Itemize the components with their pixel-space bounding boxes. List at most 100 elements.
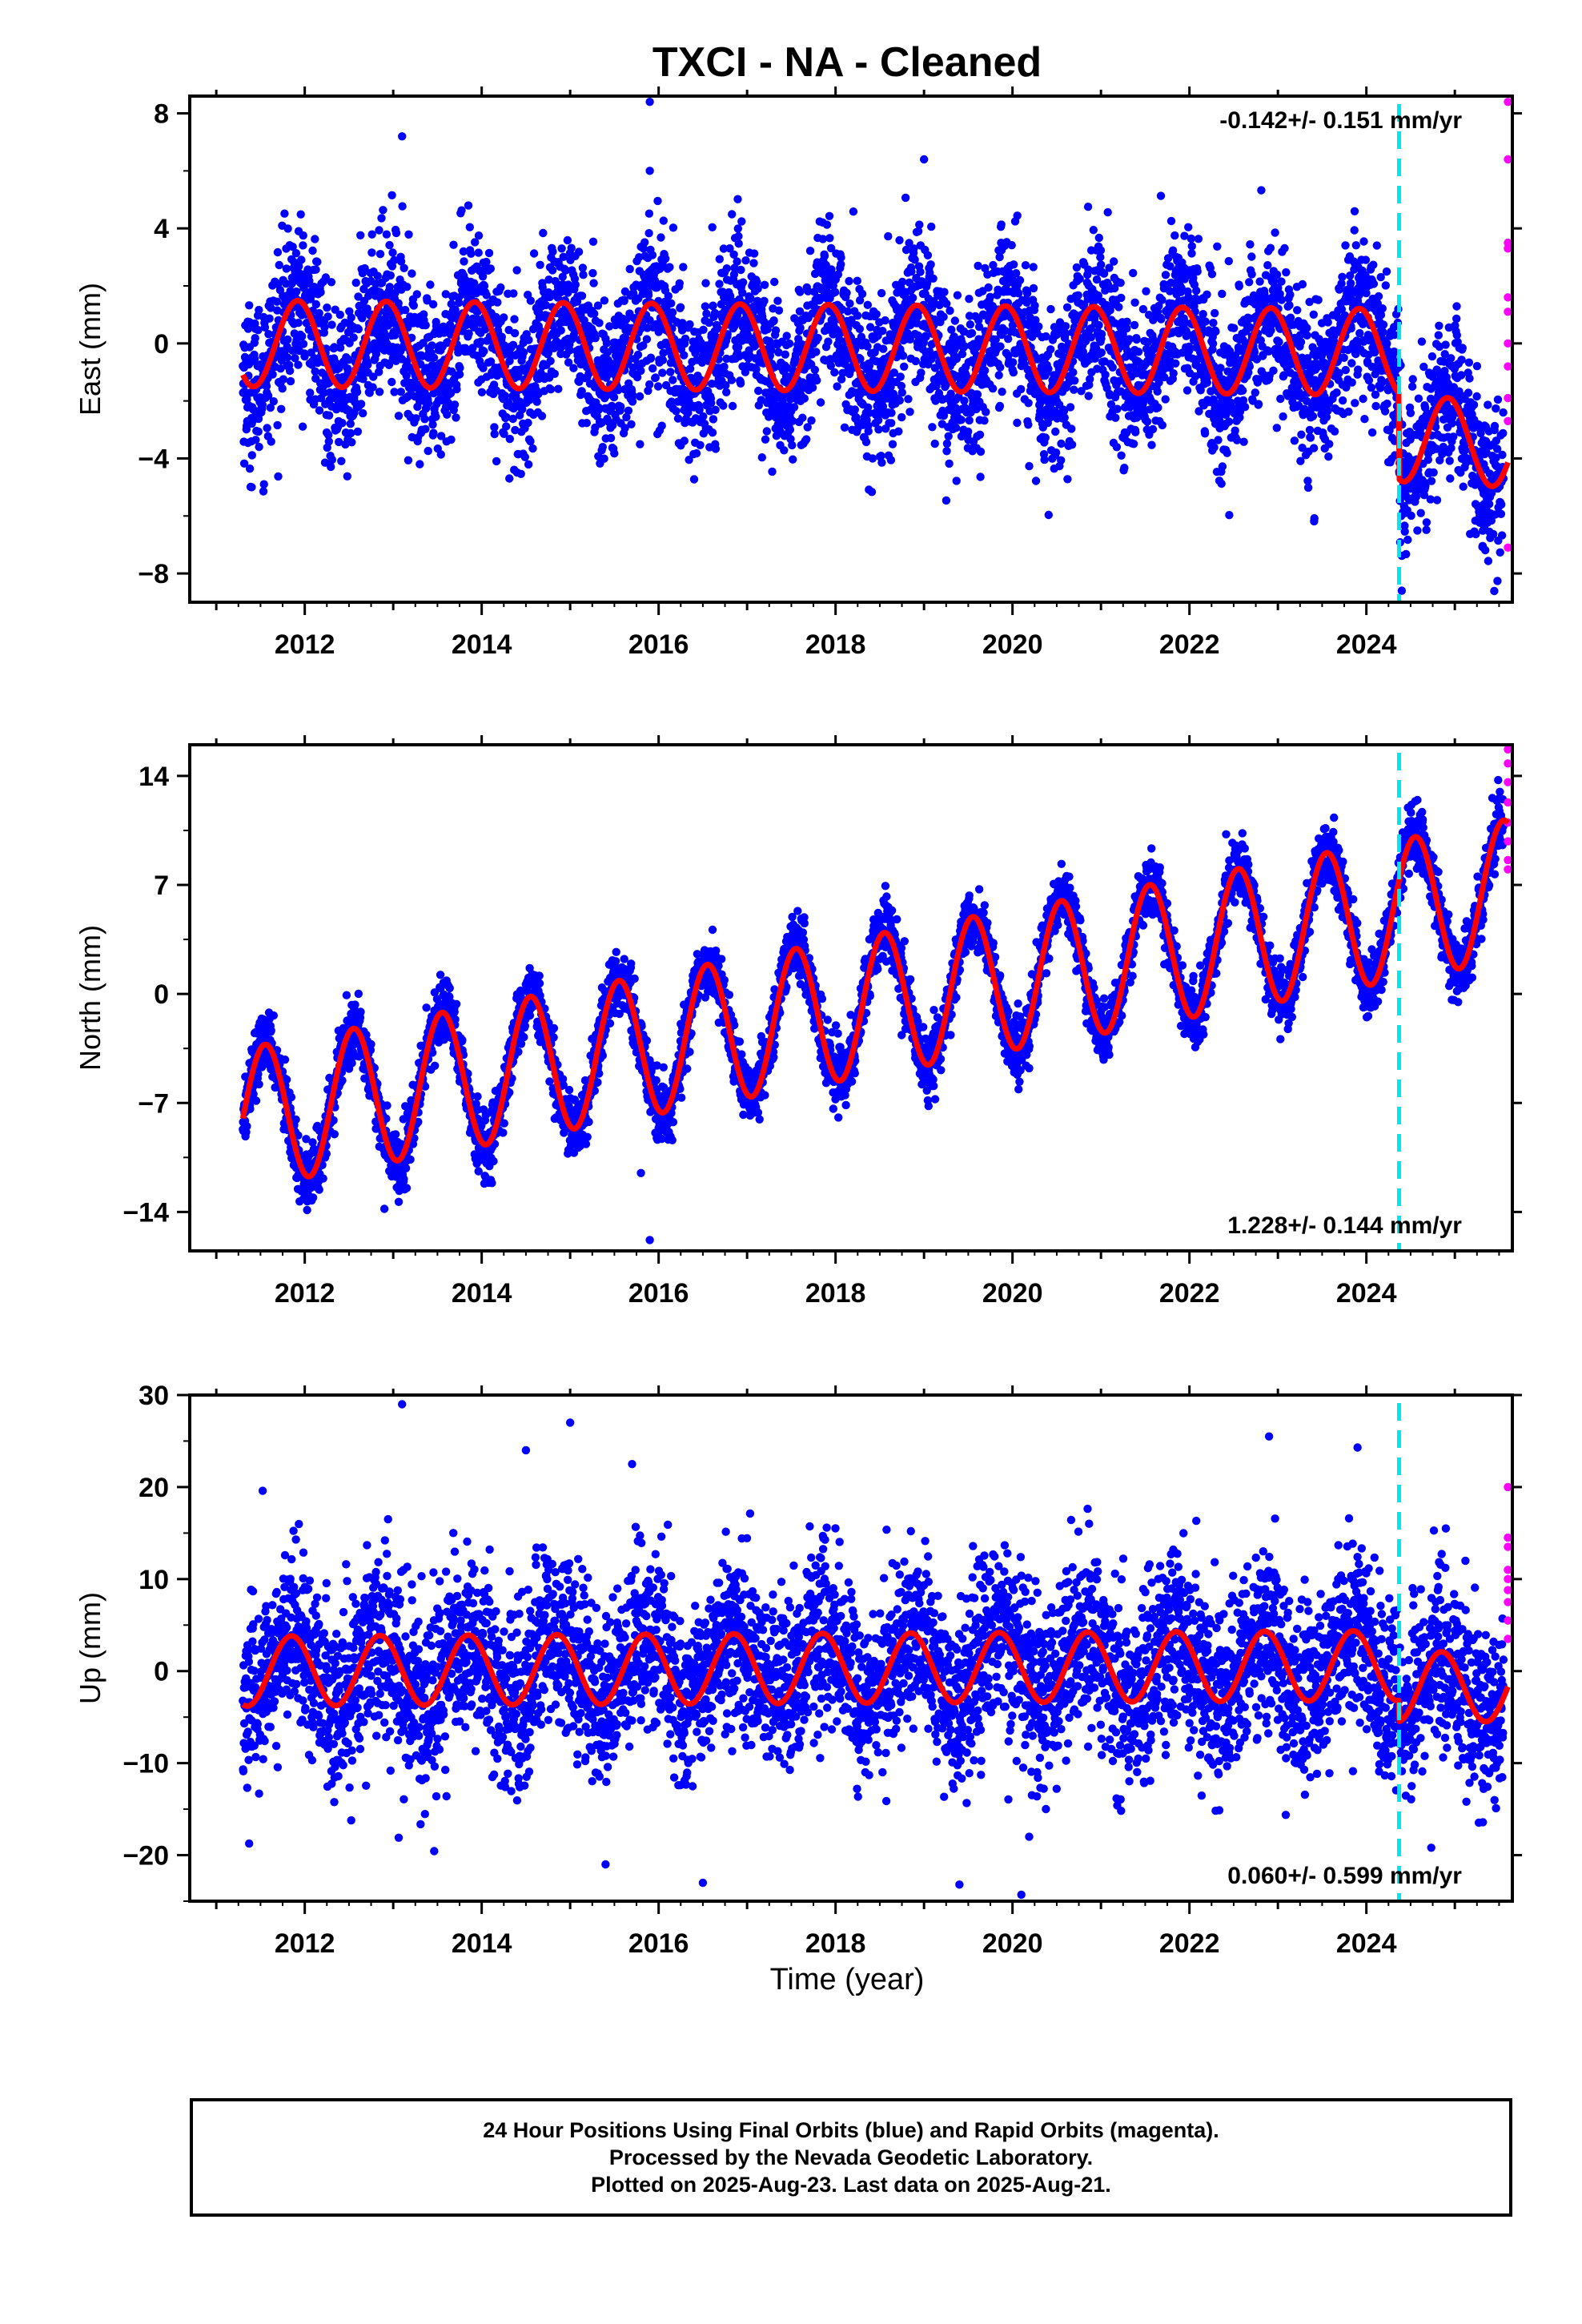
final-point	[1275, 337, 1283, 347]
final-point	[863, 300, 873, 309]
final-point	[544, 275, 553, 284]
final-point	[701, 279, 710, 287]
final-point	[239, 459, 249, 468]
final-point	[881, 316, 889, 325]
final-point	[964, 427, 973, 436]
final-point	[719, 401, 728, 410]
final-point	[245, 464, 255, 473]
final-point	[669, 223, 678, 232]
final-point	[263, 424, 271, 432]
final-point	[546, 356, 555, 365]
final-point	[879, 344, 888, 353]
final-point	[923, 251, 933, 259]
final-point	[1400, 527, 1409, 536]
final-point	[1059, 407, 1069, 416]
final-point	[524, 418, 532, 428]
final-point	[1218, 289, 1227, 299]
final-point	[1009, 358, 1018, 367]
final-point	[1089, 226, 1098, 235]
final-point	[1099, 269, 1109, 278]
final-point	[995, 401, 1005, 411]
final-point	[975, 430, 985, 439]
final-point	[1379, 320, 1388, 329]
final-point	[1161, 271, 1170, 279]
final-point	[741, 256, 750, 265]
final-point	[833, 270, 843, 279]
final-point	[855, 296, 865, 305]
final-point	[327, 462, 335, 472]
final-point	[559, 252, 568, 261]
final-point	[390, 388, 399, 396]
final-point	[363, 360, 372, 369]
final-point	[266, 304, 275, 312]
final-point	[754, 386, 763, 396]
final-point	[1207, 270, 1217, 279]
final-point	[878, 327, 887, 336]
final-point	[456, 364, 464, 372]
final-point	[857, 289, 867, 299]
final-point	[1129, 440, 1138, 448]
final-point	[917, 368, 926, 377]
final-point	[561, 266, 570, 275]
final-point	[969, 396, 978, 405]
final-point	[1072, 263, 1082, 272]
final-point	[960, 342, 969, 351]
final-point	[644, 386, 652, 396]
final-point	[1407, 511, 1415, 521]
final-point	[1057, 456, 1066, 464]
final-point	[845, 276, 853, 286]
final-point	[408, 269, 416, 278]
final-point	[620, 296, 628, 305]
final-point	[734, 239, 743, 248]
final-point	[1422, 518, 1431, 527]
final-point	[460, 257, 468, 266]
final-point	[722, 388, 731, 396]
final-point	[1194, 235, 1203, 243]
final-point	[658, 368, 667, 377]
final-point	[544, 348, 553, 357]
final-point	[313, 257, 322, 267]
final-point	[480, 347, 488, 356]
final-point	[259, 480, 268, 489]
final-point	[320, 323, 329, 332]
final-point	[567, 243, 576, 252]
final-point	[441, 290, 450, 299]
final-point	[1040, 455, 1049, 464]
final-point	[986, 292, 995, 301]
final-point	[429, 353, 439, 362]
final-point	[1130, 320, 1139, 330]
final-point	[371, 349, 381, 359]
final-point	[1213, 242, 1222, 251]
final-point	[762, 427, 771, 436]
final-point	[656, 233, 665, 242]
final-point	[443, 410, 452, 419]
final-point	[997, 220, 1006, 229]
final-point	[897, 277, 907, 287]
final-point	[685, 456, 693, 464]
final-point	[1097, 330, 1106, 339]
final-point	[396, 257, 406, 266]
final-point	[297, 255, 306, 264]
final-point	[400, 263, 408, 272]
final-point	[991, 335, 1000, 344]
final-point	[837, 259, 845, 269]
final-point	[796, 287, 805, 296]
final-point	[664, 292, 673, 300]
final-point	[1030, 301, 1039, 310]
final-point	[426, 280, 435, 289]
final-point	[1062, 329, 1070, 338]
final-point	[856, 354, 865, 364]
final-point	[1277, 277, 1286, 286]
final-point	[861, 437, 871, 447]
final-point	[788, 416, 797, 425]
final-point	[1266, 243, 1275, 252]
final-point	[1142, 287, 1150, 296]
final-point	[1257, 186, 1266, 195]
final-point	[451, 305, 460, 314]
final-point	[830, 368, 839, 377]
final-point	[278, 384, 287, 393]
final-point	[781, 350, 789, 359]
final-point	[1309, 444, 1319, 452]
final-point	[976, 472, 985, 481]
final-point	[662, 340, 672, 349]
